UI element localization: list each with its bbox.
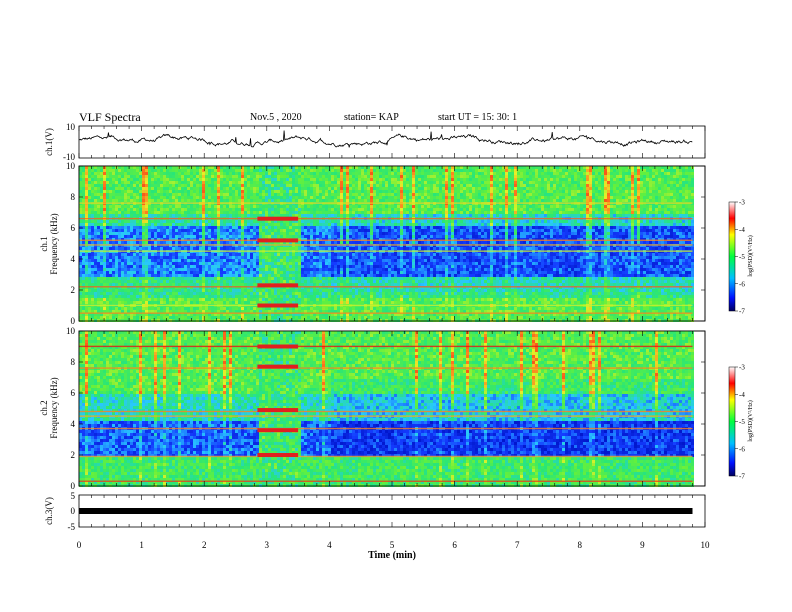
ch1-waveform-panel: 10 -10 ch.1(V) (44, 122, 705, 162)
burst-band (257, 345, 298, 349)
burst-band (257, 217, 298, 221)
ytick-label: 0 (71, 481, 76, 491)
emission-line (79, 250, 692, 251)
ch1-spec-ylabel-freq: Frequency (kHz) (49, 213, 59, 274)
ytick-label: 6 (71, 388, 76, 398)
ch2-spec-ylabel-ch: ch.2 (39, 400, 49, 415)
emission-line (79, 411, 692, 412)
emission-line (79, 244, 692, 245)
colorbar-tick-label: -3 (739, 364, 745, 372)
colorbar-tick-label: -4 (739, 391, 745, 399)
emission-line (79, 305, 692, 306)
burst-band (257, 408, 298, 412)
colorbar-ch2: -3 -4 -5 -6 -7 log(PSD)(V²/Hz) (729, 364, 754, 481)
emission-line (79, 286, 692, 287)
emission-line (79, 367, 692, 368)
emission-line (79, 415, 692, 416)
emission-line (79, 202, 692, 203)
xtick-label: 7 (515, 540, 520, 550)
xtick-label: 4 (327, 540, 332, 550)
x-axis-label: Time (min) (368, 550, 416, 561)
colorbar-tick-label: -7 (739, 473, 745, 481)
ch3-level-bar (79, 508, 693, 514)
ch1-spectrogram-panel: 0 2 4 6 8 10 ch.1 Frequency (kHz) (39, 161, 705, 326)
colorbar-ch1-label: log(PSD)(V²/Hz) (747, 235, 754, 276)
xtick-label: 2 (202, 540, 207, 550)
ch2-spec-ylabel-freq: Frequency (kHz) (49, 377, 59, 438)
xtick-label: 6 (452, 540, 457, 550)
burst-band (257, 428, 298, 432)
ch1-spec-ylabel-ch: ch.1 (39, 236, 49, 251)
ch1-ylabel: ch.1(V) (44, 128, 54, 156)
colorbar-tick-label: -6 (739, 445, 745, 453)
ch2-spectrogram-panel: 0 2 4 6 8 10 ch.2 Frequency (kHz) (39, 326, 705, 491)
ch1-ytick-top: 10 (66, 122, 76, 132)
ytick-label: 10 (66, 326, 76, 336)
ch3-panel: 5 0 -5 ch.3(V) 0 1 2 3 4 5 6 7 8 9 10 Time (min) (44, 491, 710, 561)
colorbar-tick-label: -7 (739, 308, 745, 316)
xtick-label: 3 (265, 540, 270, 550)
ytick-label: 10 (66, 161, 76, 171)
ytick-label: 8 (71, 357, 76, 367)
colorbar-tick-label: -5 (739, 418, 745, 426)
emission-line (79, 456, 692, 457)
colorbar-ch2-label: log(PSD)(V²/Hz) (747, 400, 754, 441)
emission-line (79, 346, 692, 347)
emission-line (79, 428, 692, 429)
xtick-label: 1 (139, 540, 144, 550)
ch3-ylabel: ch.3(V) (44, 497, 54, 525)
burst-band (257, 365, 298, 369)
colorbar-ch2-ticks: -3 -4 -5 -6 -7 (735, 364, 745, 481)
ytick-label: 2 (71, 285, 76, 295)
ytick-label: 4 (71, 419, 76, 429)
ytick-label: 0 (71, 316, 76, 326)
burst-band (257, 304, 298, 308)
emission-line (79, 218, 692, 219)
ch3-ytick-mid: 0 (71, 506, 76, 516)
vlf-figure: 10 -10 ch.1(V) 0246810 ch.1 Frequency (k… (0, 0, 792, 612)
xtick-label: 0 (77, 540, 82, 550)
colorbar-tick-label: -4 (739, 226, 745, 234)
xtick-label: 5 (390, 540, 395, 550)
ch1-spectrogram (79, 166, 694, 322)
ch2-spectrogram (79, 331, 694, 487)
burst-band (257, 453, 298, 457)
colorbar-ch1: -3 -4 -5 -6 -7 log(PSD)(V²/Hz) (729, 199, 754, 316)
ytick-label: 4 (71, 254, 76, 264)
xtick-label: 8 (578, 540, 583, 550)
xtick-label: 10 (701, 540, 711, 550)
x-axis-ticks: 0 1 2 3 4 5 6 7 8 9 10 (77, 540, 710, 550)
burst-band (257, 283, 298, 287)
colorbar-ch1-scale (729, 202, 735, 311)
ytick-label: 6 (71, 223, 76, 233)
ch3-ytick-top: 5 (71, 491, 76, 501)
emission-line (79, 240, 692, 241)
colorbar-tick-label: -6 (739, 280, 745, 288)
burst-band (257, 238, 298, 242)
colorbar-tick-label: -5 (739, 253, 745, 261)
colorbar-ch1-ticks: -3 -4 -5 -6 -7 (735, 199, 745, 316)
ch3-ytick-bottom: -5 (68, 522, 76, 532)
colorbar-ch2-scale (729, 367, 735, 476)
xtick-label: 9 (640, 540, 645, 550)
emission-line (79, 312, 692, 313)
emission-line (79, 481, 692, 482)
ytick-label: 2 (71, 450, 76, 460)
ytick-label: 8 (71, 192, 76, 202)
colorbar-tick-label: -3 (739, 199, 745, 207)
